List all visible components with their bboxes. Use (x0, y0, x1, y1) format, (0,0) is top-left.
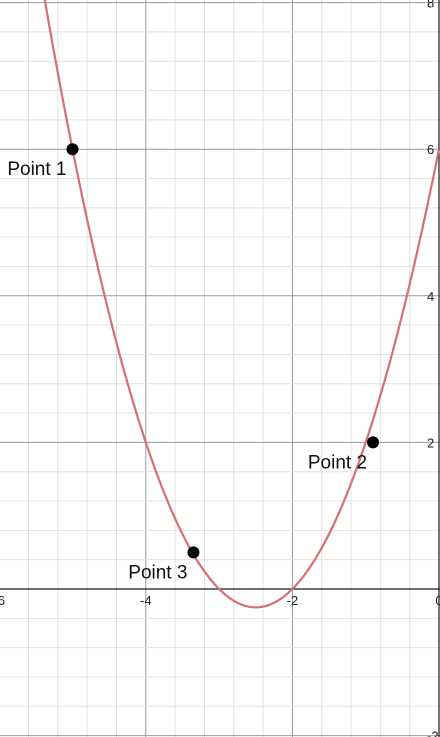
points: Point 1 Point 2 Point 3 (7, 143, 380, 583)
data-point (367, 436, 380, 449)
y-tick-label: 8 (427, 0, 434, 11)
data-point (66, 143, 79, 156)
x-tick-label: -2 (287, 593, 299, 608)
y-tick-label: 2 (427, 435, 434, 450)
parabola-curve (43, 0, 440, 609)
y-tick-label: 4 (427, 289, 434, 304)
point-label: Point 3 (128, 562, 187, 583)
x-tick-label: -4 (140, 593, 152, 608)
x-tick-label: -6 (0, 593, 5, 608)
point-label: Point 1 (7, 159, 66, 180)
y-tick-label: -2 (427, 729, 439, 737)
x-tick-label: 0 (435, 593, 440, 608)
data-point (187, 546, 200, 559)
y-tick-label: 6 (427, 142, 434, 157)
point-label: Point 2 (308, 452, 367, 473)
